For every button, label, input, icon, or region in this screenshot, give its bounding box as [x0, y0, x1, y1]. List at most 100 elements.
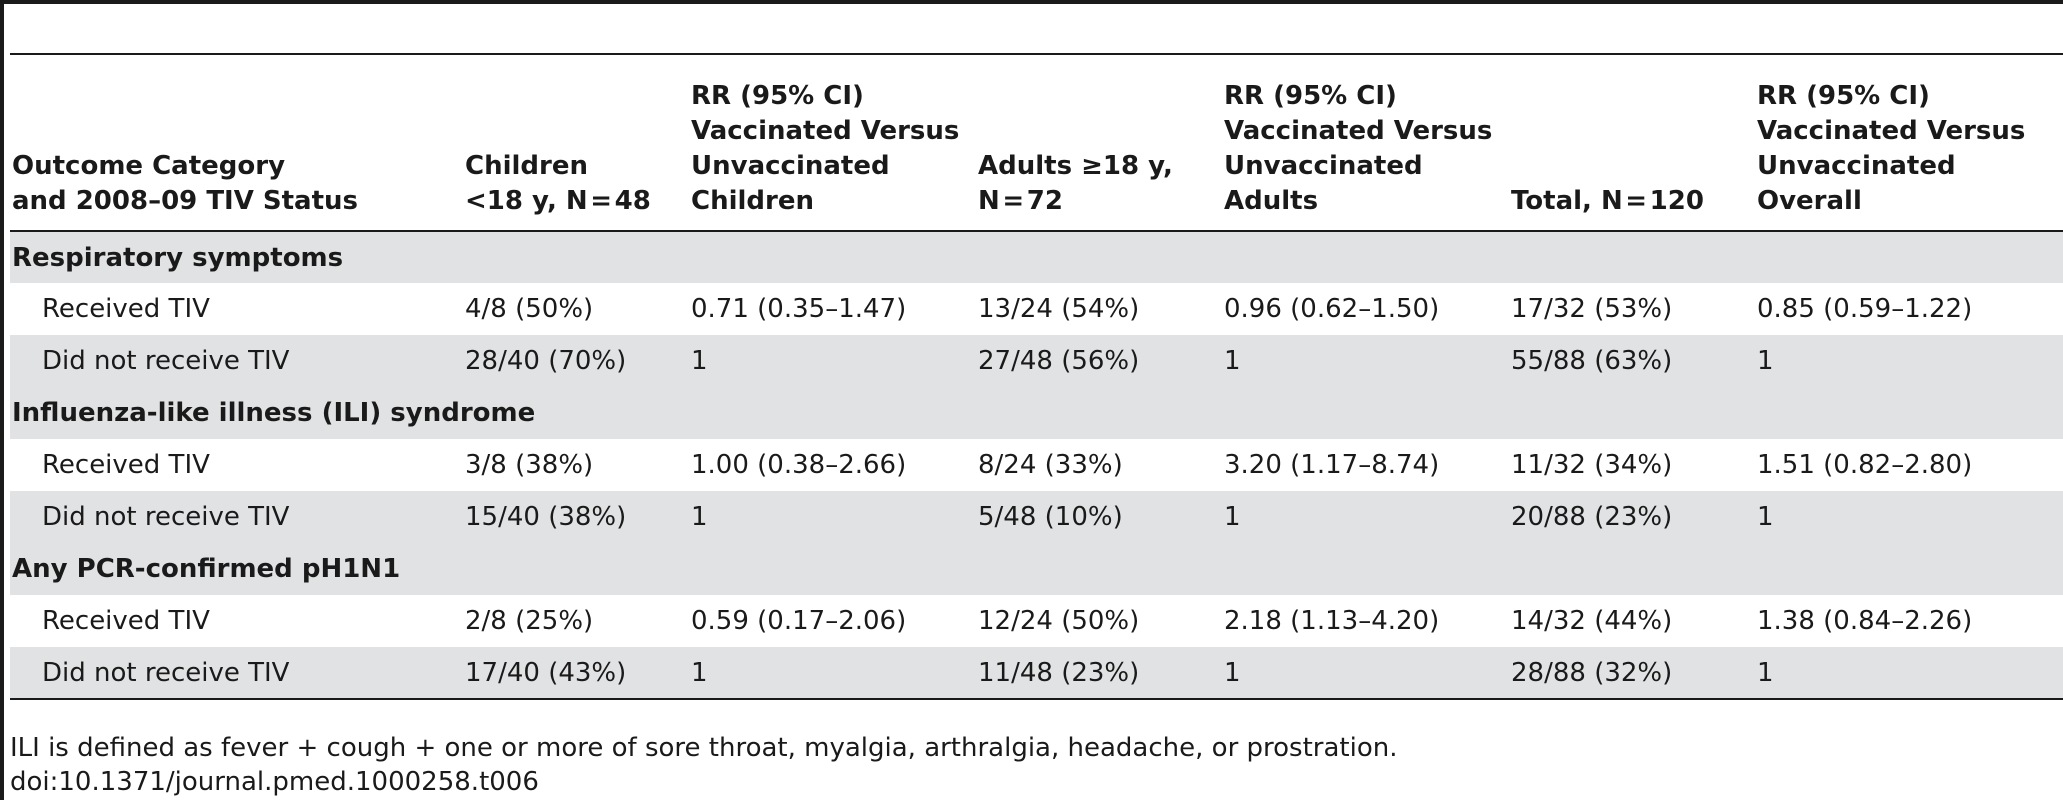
section-cell [1755, 231, 2063, 283]
section-cell [1755, 387, 2063, 439]
section-cell [689, 543, 976, 595]
table-cell: 1 [1222, 647, 1509, 700]
table-cell: 27/48 (56%) [976, 335, 1222, 387]
column-header-line: Unvaccinated [1224, 151, 1423, 181]
column-header-4: RR (95% CI) Vaccinated Versus Unvaccinated… [1222, 53, 1509, 232]
table-cell: 28/40 (70%) [463, 335, 689, 387]
column-header-0: Outcome Category and 2008–09 TIV Status [10, 53, 463, 232]
section-label: Influenza-like illness (ILI) syndrome [10, 387, 535, 439]
table-cell: 11/32 (34%) [1511, 450, 1673, 480]
section-cell [976, 387, 1222, 439]
column-header-line: Outcome Category [12, 151, 286, 181]
column-header-5: Total, N = 120 [1509, 53, 1755, 232]
section-cell [1509, 387, 1755, 439]
table-cell: 0.96 (0.62–1.50) [1224, 294, 1440, 324]
row-label: Did not receive TIV [10, 491, 463, 543]
row-label: Received TIV [42, 606, 210, 636]
table-cell: 11/48 (23%) [976, 647, 1222, 700]
table-cell: 1 [1755, 491, 2063, 543]
table-cell: 0.85 (0.59–1.22) [1757, 294, 1973, 324]
footnote-definition: ILI is defined as fever + cough + one or… [10, 733, 1398, 763]
row-label: Did not receive TIV [10, 335, 463, 387]
table-row: Received TIV 2/8 (25%) 0.59 (0.17–2.06) 12/… [10, 595, 2063, 647]
table-cell: 4/8 (50%) [465, 294, 594, 324]
section-cell [1222, 387, 1509, 439]
section-cell [1755, 543, 2063, 595]
section-cell [1222, 543, 1509, 595]
table-cell: 15/40 (38%) [463, 491, 689, 543]
table-cell: 3/8 (38%) [465, 450, 594, 480]
column-header-line: RR (95% CI) [691, 81, 864, 111]
footnote-doi: doi:10.1371/journal.pmed.1000258.t006 [10, 767, 539, 797]
table-cell: 5/48 (10%) [976, 491, 1222, 543]
table-cell: 1 [1222, 491, 1509, 543]
column-header-3: Adults ≥18 y, N = 72 [976, 53, 1222, 232]
column-header-line: Vaccinated Versus [1757, 116, 2026, 146]
column-header-line: Vaccinated Versus [691, 116, 960, 146]
table-cell: 1 [689, 647, 976, 700]
column-header-line: N = 72 [978, 186, 1063, 216]
table-cell: 0.71 (0.35–1.47) [691, 294, 907, 324]
column-header-line: Children [465, 151, 588, 181]
left-border-rule [0, 0, 4, 800]
column-header-6: RR (95% CI) Vaccinated Versus Unvaccinated… [1755, 53, 2063, 232]
table-row: Did not receive TIV 15/40 (38%) 1 5/48 (10%… [10, 491, 2063, 543]
table-cell: 20/88 (23%) [1509, 491, 1755, 543]
section-row: Any PCR-confirmed pH1N1 [10, 543, 2063, 595]
section-cell [689, 231, 976, 283]
top-border-rule [0, 0, 2063, 4]
column-header-line: Unvaccinated Overall [1757, 151, 1956, 216]
section-cell [463, 387, 689, 439]
table-cell: 14/32 (44%) [1511, 606, 1673, 636]
section-label: Any PCR-confirmed pH1N1 [10, 543, 463, 595]
section-label: Respiratory symptoms [10, 231, 463, 283]
table-cell: 1.00 (0.38–2.66) [691, 450, 907, 480]
table-cell: 1 [689, 335, 976, 387]
row-label: Received TIV [42, 294, 210, 324]
section-cell [463, 543, 689, 595]
column-header-line: Adults ≥18 y, [978, 151, 1173, 181]
header-row: Outcome Category and 2008–09 TIV Status Ch… [10, 53, 2063, 232]
column-header-line: <18 y, N = 48 [465, 186, 651, 216]
column-header-line: Unvaccinated [691, 151, 890, 181]
table-cell: 2/8 (25%) [465, 606, 594, 636]
table-cell: 8/24 (33%) [978, 450, 1123, 480]
results-table: Outcome Category and 2008–09 TIV Status Ch… [10, 53, 2063, 700]
table-cell: 28/88 (32%) [1509, 647, 1755, 700]
table-cell: 12/24 (50%) [978, 606, 1140, 636]
table-cell: 1 [689, 491, 976, 543]
table-row: Received TIV 4/8 (50%) 0.71 (0.35–1.47) 13/… [10, 283, 2063, 335]
section-cell [1509, 231, 1755, 283]
section-cell [463, 231, 689, 283]
section-cell [1509, 543, 1755, 595]
section-row: Influenza-like illness (ILI) syndrome [10, 387, 2063, 439]
section-cell [689, 387, 976, 439]
table-cell: 55/88 (63%) [1509, 335, 1755, 387]
column-header-line: Adults [1224, 186, 1319, 216]
table-cell: 17/40 (43%) [463, 647, 689, 700]
section-row: Respiratory symptoms [10, 231, 2063, 283]
table-cell: 2.18 (1.13–4.20) [1224, 606, 1440, 636]
column-header-line: RR (95% CI) [1224, 81, 1397, 111]
section-cell [1222, 231, 1509, 283]
column-header-2: RR (95% CI) Vaccinated Versus Unvaccinated… [689, 53, 976, 232]
table-body: Respiratory symptoms Received TIV 4/8 (50%… [10, 231, 2063, 700]
table-cell: 13/24 (54%) [978, 294, 1140, 324]
table-row: Did not receive TIV 28/40 (70%) 1 27/48 (56… [10, 335, 2063, 387]
table-cell: 3.20 (1.17–8.74) [1224, 450, 1440, 480]
table-cell: 17/32 (53%) [1511, 294, 1673, 324]
table-row: Did not receive TIV 17/40 (43%) 1 11/48 (23… [10, 647, 2063, 700]
table-header: Outcome Category and 2008–09 TIV Status Ch… [10, 53, 2063, 232]
column-header-line: RR (95% CI) [1757, 81, 1930, 111]
row-label: Did not receive TIV [10, 647, 463, 700]
table-row: Received TIV 3/8 (38%) 1.00 (0.38–2.66) 8/2… [10, 439, 2063, 491]
column-header-1: Children <18 y, N = 48 [463, 53, 689, 232]
column-header-line: Vaccinated Versus [1224, 116, 1493, 146]
table-cell: 1 [1755, 647, 2063, 700]
section-cell [976, 231, 1222, 283]
table-cell: 1.38 (0.84–2.26) [1757, 606, 1973, 636]
table-cell: 1.51 (0.82–2.80) [1757, 450, 1973, 480]
column-header-line: Children [691, 186, 814, 216]
table-cell: 1 [1755, 335, 2063, 387]
column-header-line: and 2008–09 TIV Status [12, 186, 359, 216]
